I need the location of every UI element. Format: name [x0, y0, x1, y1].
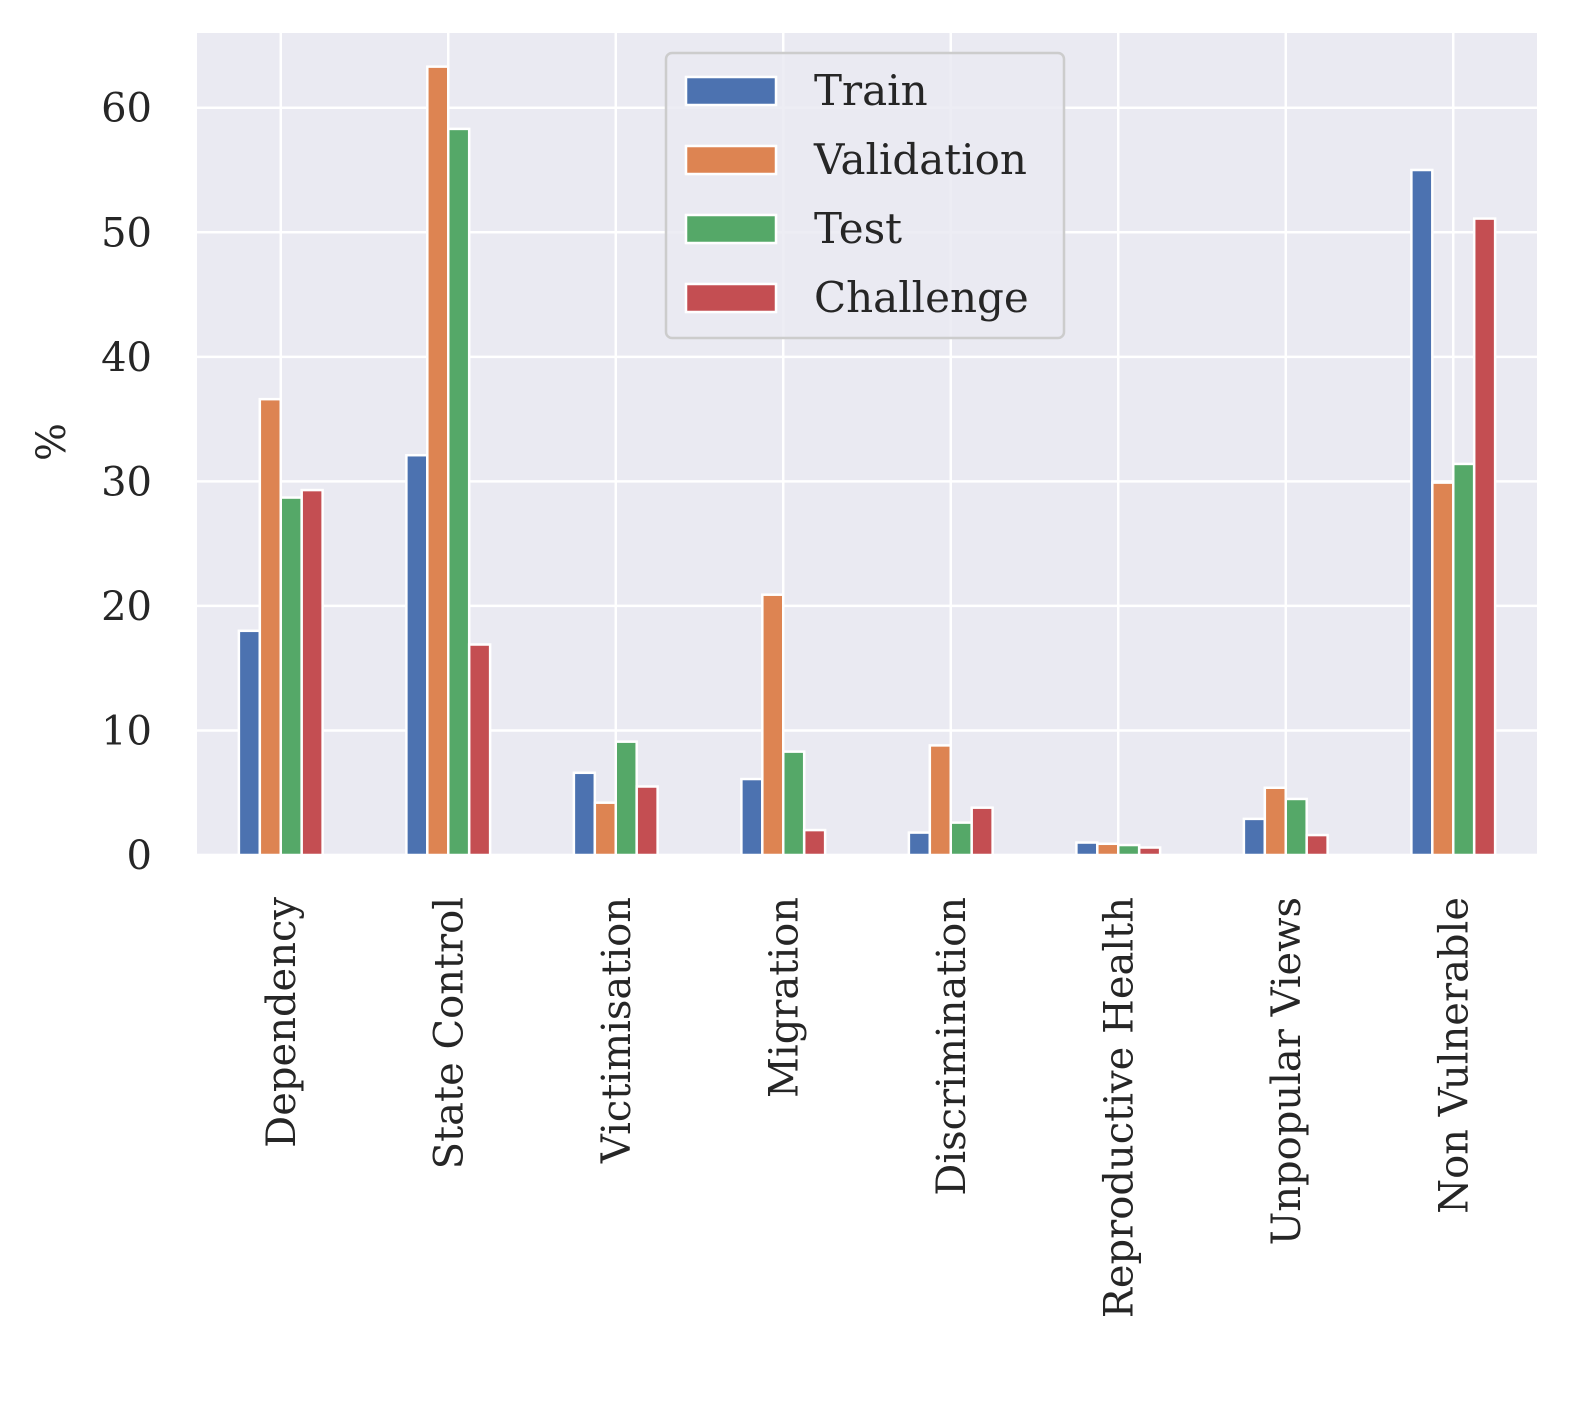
legend-label-train: Train: [814, 66, 928, 115]
x-tick-label: Victimisation: [594, 897, 640, 1164]
x-tick-label: Dependency: [259, 897, 305, 1148]
bar-validation: [426, 65, 450, 857]
bar-test: [1117, 843, 1141, 857]
y-tick-label: 10: [101, 708, 152, 754]
bar-train: [1075, 841, 1099, 857]
x-tick-label: Unpopular Views: [1264, 897, 1310, 1245]
bar-challenge: [1305, 833, 1329, 857]
bar-test: [1452, 462, 1476, 857]
x-tick-label: Reproductive Health: [1096, 897, 1142, 1318]
y-tick-label: 30: [101, 459, 152, 505]
y-tick-label: 20: [101, 584, 152, 630]
legend-label-challenge: Challenge: [814, 273, 1029, 322]
bar-challenge: [467, 643, 492, 857]
bar-train: [572, 771, 597, 857]
legend-swatch-test: [684, 213, 778, 245]
bar-train: [237, 629, 262, 857]
bar-train: [907, 831, 932, 857]
bar-train: [1410, 168, 1434, 857]
bar-validation: [761, 593, 785, 857]
x-tick-label: Migration: [761, 897, 807, 1098]
bar-train: [740, 777, 764, 857]
legend-swatch-train: [684, 75, 778, 107]
legend-frame: [664, 51, 1066, 340]
bars: [237, 65, 1497, 857]
bar-train: [405, 453, 429, 857]
bar-challenge: [970, 806, 994, 857]
x-tick-label: State Control: [426, 897, 472, 1169]
bar-challenge: [300, 488, 324, 857]
bar-challenge: [635, 785, 659, 857]
y-tick-labels: 0 10 20 30 40 50 60: [101, 86, 152, 879]
bar-challenge: [1137, 846, 1162, 857]
bar-test: [614, 740, 638, 857]
y-tick-label: 60: [101, 86, 152, 132]
bar-validation: [258, 397, 282, 857]
bar-test: [447, 127, 471, 857]
x-tick-label: Discrimination: [929, 897, 975, 1196]
bar-validation: [593, 801, 617, 857]
legend-swatch-challenge: [684, 282, 778, 314]
bar-train: [1242, 817, 1267, 857]
y-tick-label: 50: [101, 210, 152, 256]
legend: Train Validation Test Challenge: [664, 51, 1066, 340]
bar-validation: [1263, 786, 1287, 857]
bar-validation: [1431, 481, 1455, 857]
legend-swatch-validation: [684, 144, 778, 176]
x-tick-labels: Dependency State Control Victimisation Migr…: [259, 897, 1478, 1319]
bar-challenge: [802, 828, 827, 857]
bar-test: [949, 821, 973, 857]
legend-label-test: Test: [814, 204, 902, 253]
bar-validation: [928, 744, 952, 857]
y-tick-label: 40: [101, 335, 152, 381]
y-tick-label: 0: [127, 833, 152, 879]
bar-test: [1284, 797, 1308, 857]
bar-test: [279, 496, 303, 857]
bar-test: [782, 750, 806, 857]
bar-validation: [1096, 842, 1120, 857]
y-axis-label: %: [29, 423, 75, 461]
bar-challenge: [1472, 217, 1497, 857]
x-tick-label: Non Vulnerable: [1431, 897, 1477, 1214]
legend-label-validation: Validation: [813, 135, 1027, 184]
